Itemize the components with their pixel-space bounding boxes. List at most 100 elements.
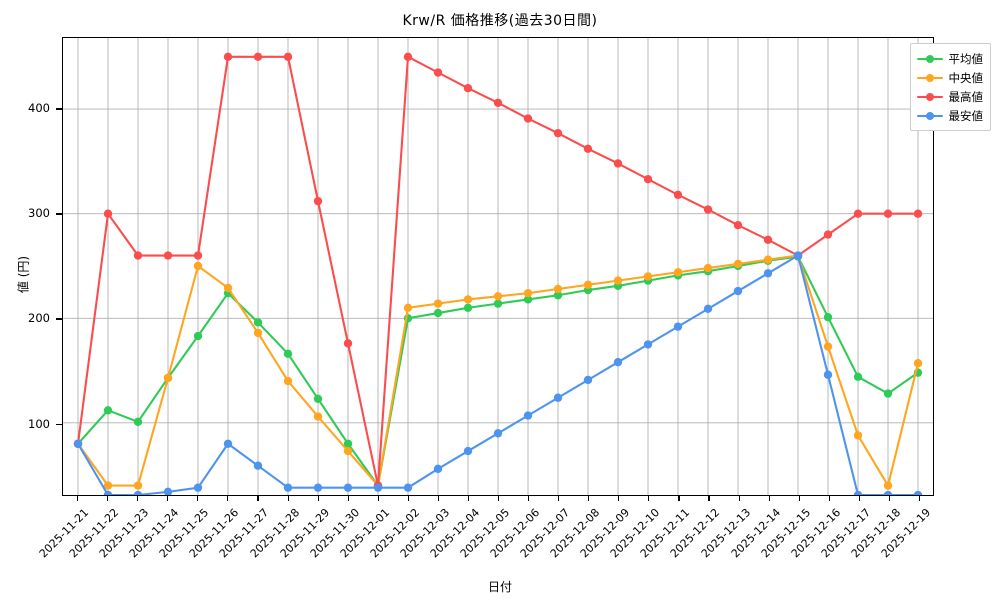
x-tick-mark	[257, 496, 259, 501]
data-point	[133, 481, 143, 490]
x-tick-mark	[107, 496, 109, 501]
plot-area	[62, 37, 934, 496]
data-point	[613, 276, 623, 285]
x-tick-mark	[407, 496, 409, 501]
x-tick-mark	[287, 496, 289, 501]
data-point	[463, 303, 473, 312]
x-tick-mark	[828, 496, 830, 501]
x-tick-mark	[708, 496, 710, 501]
data-point	[913, 209, 923, 218]
data-point	[643, 272, 653, 281]
x-tick-mark	[678, 496, 680, 501]
x-tick-mark	[437, 496, 439, 501]
data-point	[493, 299, 503, 308]
data-point	[433, 68, 443, 77]
chart-title: Krw/R 価格推移(過去30日間)	[402, 13, 598, 29]
data-point	[583, 280, 593, 289]
legend-label: 最安値	[948, 108, 984, 123]
y-tick-label: 400	[28, 101, 50, 116]
data-point	[553, 393, 563, 402]
data-point	[523, 288, 533, 298]
data-point	[673, 190, 683, 200]
data-point	[643, 174, 653, 184]
x-tick-mark	[227, 496, 229, 501]
data-point	[103, 490, 113, 495]
data-point	[313, 394, 323, 403]
data-point	[673, 322, 683, 331]
data-point	[313, 196, 323, 206]
legend-item-4[interactable]: 最安値	[916, 106, 984, 125]
x-tick-mark	[137, 496, 139, 501]
data-point	[73, 439, 83, 448]
data-point	[163, 373, 173, 383]
y-tick-label: 200	[28, 311, 50, 326]
data-point	[703, 304, 713, 314]
plot-svg	[63, 38, 933, 495]
data-point	[103, 209, 113, 218]
data-point	[613, 358, 623, 367]
data-point	[193, 483, 203, 492]
data-point	[433, 308, 443, 318]
data-point	[553, 128, 563, 138]
data-point	[583, 375, 593, 385]
data-point	[703, 263, 713, 273]
data-point	[763, 269, 773, 278]
series-3	[73, 52, 923, 490]
x-tick-mark	[77, 496, 79, 501]
data-point	[193, 251, 203, 260]
data-point	[493, 292, 503, 301]
x-tick-mark	[858, 496, 860, 501]
data-point	[823, 370, 833, 379]
data-point	[313, 483, 323, 492]
data-point	[253, 461, 263, 470]
x-tick-mark	[498, 496, 500, 501]
data-point	[493, 98, 503, 108]
data-point	[913, 490, 923, 495]
data-point	[763, 235, 773, 245]
x-tick-mark	[588, 496, 590, 501]
legend-label: 平均値	[948, 51, 984, 66]
data-point	[733, 286, 743, 296]
data-point	[463, 295, 473, 304]
data-point	[883, 490, 893, 495]
data-point	[133, 417, 143, 426]
data-point	[103, 406, 113, 415]
data-point	[343, 439, 353, 448]
data-point	[733, 221, 743, 230]
y-tick-label: 300	[28, 206, 50, 221]
legend-item-2[interactable]: 中央値	[916, 68, 983, 87]
legend-swatch-icon	[916, 110, 943, 122]
data-point	[763, 255, 773, 264]
data-point	[853, 372, 863, 382]
x-tick-mark	[197, 496, 199, 501]
data-point	[523, 411, 533, 420]
legend-item-3[interactable]: 最高値	[916, 87, 983, 106]
data-point	[823, 230, 833, 239]
data-point	[883, 209, 893, 218]
data-point	[283, 376, 293, 386]
x-tick-mark	[888, 496, 890, 501]
data-point	[133, 490, 143, 495]
data-point	[433, 464, 443, 474]
data-point	[733, 259, 743, 269]
data-point	[643, 340, 653, 349]
data-point	[493, 429, 503, 438]
legend-item-1[interactable]: 平均値	[916, 49, 984, 68]
chart-legend: 平均値中央値 最高値最安値	[909, 43, 991, 131]
data-point	[403, 52, 413, 62]
x-tick-mark	[738, 496, 740, 501]
y-tick-mark	[56, 108, 62, 110]
y-tick-mark	[56, 423, 62, 425]
y-tick-mark	[56, 213, 62, 215]
data-point	[253, 328, 263, 338]
data-point	[253, 318, 263, 327]
y-tick-mark	[56, 318, 62, 320]
legend-swatch-icon	[916, 91, 943, 103]
data-point	[193, 331, 203, 341]
y-tick-label: 100	[28, 416, 50, 431]
x-tick-mark	[167, 496, 169, 501]
data-point	[343, 339, 353, 348]
data-point	[313, 412, 323, 421]
data-point	[373, 483, 383, 492]
